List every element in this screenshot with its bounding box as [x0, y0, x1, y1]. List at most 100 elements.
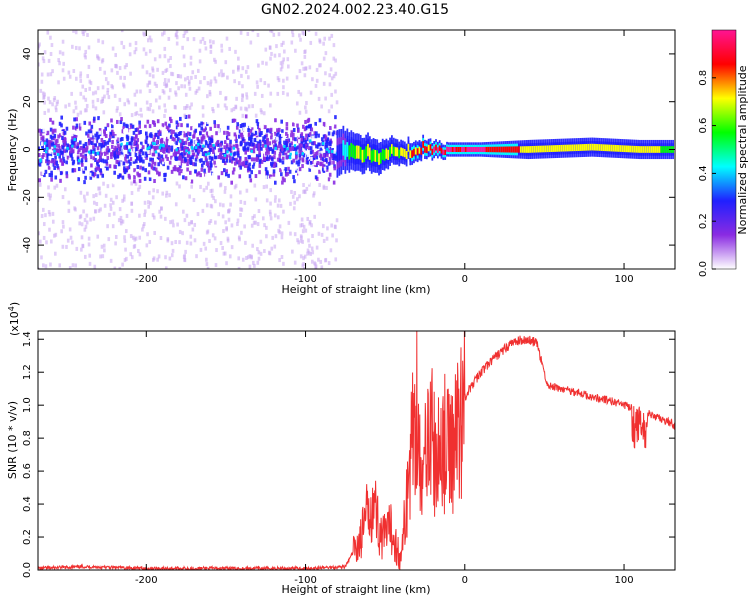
spectrogram-cell	[214, 199, 217, 204]
spectrogram-cell	[220, 140, 223, 145]
spectrogram-cell	[254, 113, 258, 118]
spectrogram-cell	[237, 81, 241, 86]
spectrogram-ridge-cell	[368, 147, 371, 160]
spectrogram-cell	[280, 172, 283, 177]
spectrogram-cell	[219, 183, 222, 188]
spectrogram-ridge-cell	[365, 146, 368, 159]
spectrogram-cell	[75, 126, 78, 131]
spectrogram-cell	[325, 150, 329, 155]
spectrogram-cell	[209, 82, 212, 87]
spectrogram-cell	[149, 145, 153, 150]
spectrogram-cell	[91, 91, 95, 96]
spectrogram-cell	[115, 159, 119, 164]
spectrogram-cell	[239, 165, 243, 170]
spectrogram-cell	[106, 123, 110, 128]
spectrogram-cell	[249, 136, 252, 141]
spectrogram-cell	[48, 173, 52, 178]
spectrogram-cell	[217, 124, 220, 129]
spectrogram-cell	[78, 126, 82, 131]
spectrogram-cell	[133, 92, 137, 97]
spectrogram-cell	[64, 126, 67, 131]
spectrogram-cell	[307, 180, 311, 185]
spectrogram-cell	[291, 30, 294, 34]
spectrogram-cell	[132, 157, 135, 162]
spectrogram-cell	[300, 61, 304, 66]
spectrogram-cell	[131, 124, 135, 129]
spectrogram-cell	[47, 192, 50, 197]
spectrogram-cell	[201, 131, 205, 136]
spectrogram-cell	[46, 157, 49, 162]
spectrogram-cell	[191, 155, 194, 160]
spectrogram-cell	[88, 150, 91, 154]
spectrogram-cell	[285, 122, 289, 127]
spectrogram-cell	[322, 81, 326, 86]
spectrogram-cell	[229, 158, 232, 163]
spectrogram-cell	[213, 120, 216, 125]
spectrogram-cell	[263, 142, 266, 147]
spectrogram-cell	[70, 139, 74, 144]
spectrogram-cell	[245, 161, 248, 166]
spectrogram-cell	[196, 161, 200, 166]
spectrogram-cell	[236, 151, 239, 156]
spectrogram-cell	[253, 144, 257, 149]
spectrogram-cell	[258, 170, 261, 175]
spectrogram-cell	[174, 92, 178, 97]
spectrogram-cell	[88, 261, 92, 266]
spectrogram-cell	[199, 39, 203, 44]
spectrogram-cell	[68, 266, 72, 269]
spectrogram-cell	[138, 173, 142, 178]
spectrogram-cell	[111, 46, 115, 51]
spectrogram-cell	[297, 89, 300, 94]
spectrogram-cell	[149, 169, 152, 174]
spectrogram-cell	[49, 152, 53, 157]
spectrogram-cell	[73, 138, 76, 142]
spectrogram-cell	[96, 146, 100, 151]
spectrogram-cell	[186, 167, 189, 172]
spectrogram-cell	[173, 167, 177, 172]
spectrogram-cell	[196, 68, 200, 73]
spectrogram-cell	[203, 180, 206, 185]
spectrogram-cell	[62, 61, 65, 66]
spectrogram-cell	[174, 153, 178, 158]
spectrogram-cell	[325, 158, 328, 163]
spectrogram-cell	[265, 157, 269, 162]
spectrogram-cell	[262, 156, 266, 161]
spectrogram-cell	[216, 103, 220, 108]
spectrogram-cell	[290, 40, 294, 45]
spectrogram-cell	[194, 148, 198, 153]
spectrogram-cell	[311, 259, 314, 264]
spectrogram-cell	[238, 237, 241, 242]
spectrogram-cell	[299, 139, 303, 144]
spectrogram-cell	[103, 129, 106, 134]
spectrogram-cell	[111, 134, 115, 139]
spectrogram-ridge-cell	[623, 145, 626, 153]
spectrogram-cell	[148, 49, 152, 54]
spectrogram-cell	[101, 158, 104, 163]
spectrogram-cell	[297, 133, 301, 138]
spectrogram-cell	[239, 190, 242, 195]
spectrogram-ridge-cell	[422, 141, 425, 148]
spectrogram-cell	[156, 145, 160, 150]
spectrogram-cell	[94, 133, 97, 138]
spectrogram-cell	[241, 257, 245, 262]
spectrogram-ridge-cell	[585, 143, 588, 151]
spectrogram-cell	[63, 142, 67, 147]
spectrogram-cell	[207, 168, 211, 173]
spectrogram-ridge-cell	[385, 148, 388, 159]
spectrogram-cell	[278, 153, 282, 158]
spectrogram-cell	[106, 140, 110, 145]
spectrogram-ridge-cell	[418, 146, 421, 154]
spectrogram-noise-region	[38, 30, 339, 269]
spectrogram-cell	[41, 91, 45, 96]
spectrogram-cell	[159, 158, 162, 163]
spectrogram-cell	[220, 48, 224, 53]
snr-frame	[37, 330, 676, 571]
spectrogram-cell	[328, 73, 331, 78]
spectrogram-cell	[187, 148, 191, 153]
spectrogram-cell	[245, 256, 248, 261]
spectrogram-cell	[228, 156, 232, 161]
spectrogram-cell	[332, 156, 336, 161]
spectrogram-cell	[205, 185, 208, 190]
spectrogram-cell	[308, 182, 311, 187]
